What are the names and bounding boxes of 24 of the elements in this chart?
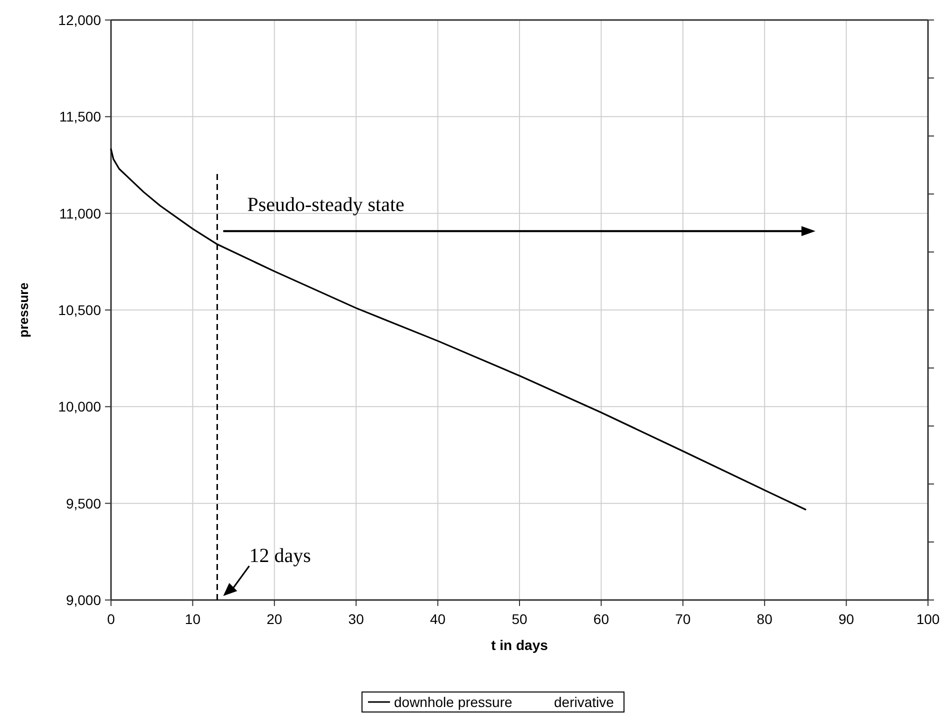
x-tick-label: 90 [838, 611, 854, 627]
y-tick-label: 9,000 [66, 592, 102, 608]
x-tick-label: 50 [512, 611, 528, 627]
y-tick-label: 10,500 [58, 302, 102, 318]
annotation: Pseudo-steady state [247, 194, 405, 216]
x-tick-label: 20 [266, 611, 282, 627]
y-tick-label: 12,000 [58, 12, 102, 28]
x-tick-label: 60 [593, 611, 610, 627]
y-tick-label: 11,000 [59, 205, 102, 222]
x-tick-label: 70 [675, 611, 691, 627]
text: derivative [554, 694, 614, 710]
x-tick-label: 0 [107, 611, 116, 627]
x-axis-title: t in days [491, 637, 548, 653]
y-tick-label: 9,500 [66, 495, 102, 512]
y-tick-label: 11,500 [59, 108, 102, 125]
x-tick-label: 30 [348, 611, 364, 627]
x-tick-label: 40 [430, 611, 446, 627]
x-tick-label: 100 [916, 611, 940, 627]
x-tick-label: 10 [184, 611, 201, 627]
x-tick-label: 80 [756, 611, 773, 627]
legend-label: downhole pressure [394, 694, 513, 710]
y-tick-label: 10,000 [58, 398, 102, 415]
y-axis-title: pressure [16, 282, 31, 338]
ref-line-label: 12 days [249, 545, 312, 567]
